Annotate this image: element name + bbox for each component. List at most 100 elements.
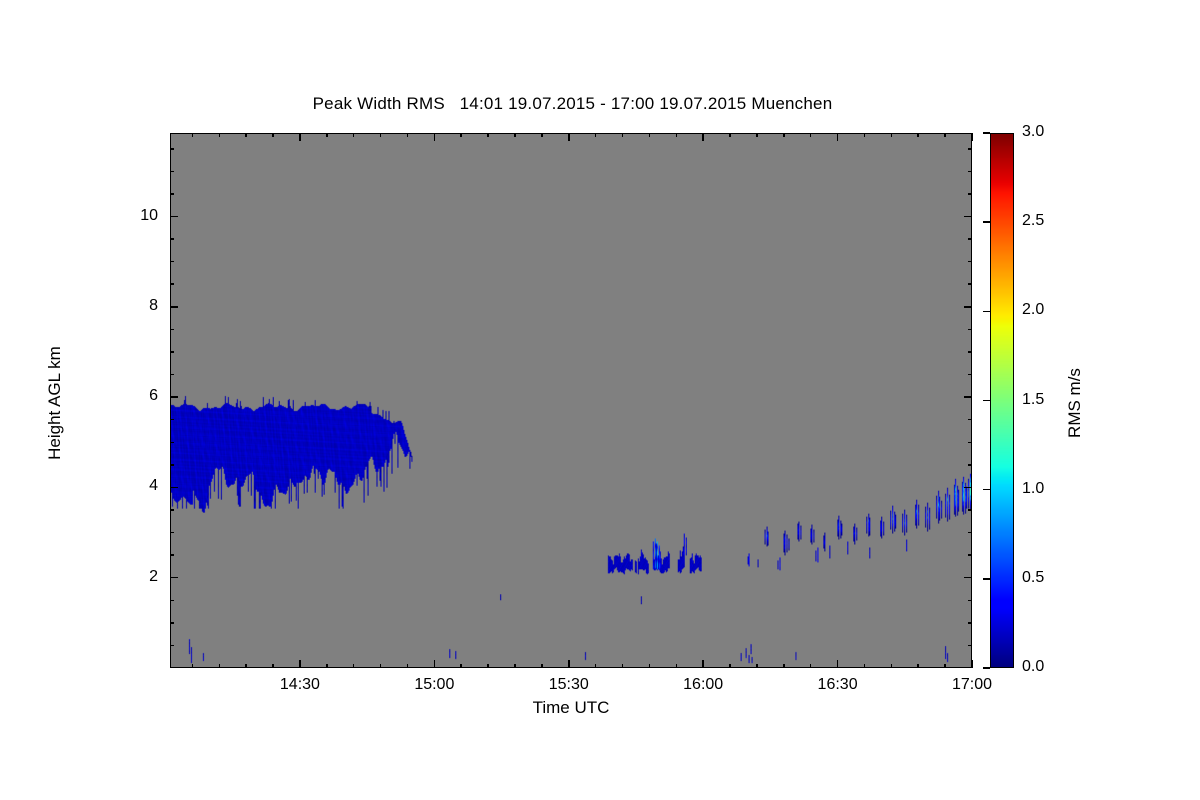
x-tick-label: 16:00 xyxy=(683,676,724,693)
x-minor-tick xyxy=(729,664,731,668)
y-minor-tick xyxy=(170,622,174,624)
x-minor-tick xyxy=(944,664,946,668)
y-major-tick-right xyxy=(964,306,972,308)
heatmap-data-layer xyxy=(171,134,971,667)
y-major-tick xyxy=(170,396,178,398)
y-major-tick-right xyxy=(964,486,972,489)
colorbar-tick-label: 0.0 xyxy=(1022,658,1045,675)
y-tick-label: 8 xyxy=(149,296,158,314)
y-tick-label: 4 xyxy=(149,477,158,495)
x-minor-tick xyxy=(218,664,221,668)
y-major-tick xyxy=(170,306,178,308)
x-major-tick-top xyxy=(702,133,704,141)
x-minor-tick-top xyxy=(326,133,328,137)
x-minor-tick xyxy=(272,664,274,668)
x-major-tick xyxy=(568,660,570,668)
x-minor-tick xyxy=(675,664,678,668)
x-minor-tick-top xyxy=(756,133,758,137)
x-major-tick xyxy=(971,660,973,668)
y-minor-tick xyxy=(170,531,174,534)
colorbar-gradient xyxy=(991,134,1013,667)
y-minor-tick xyxy=(170,238,174,240)
y-minor-tick-right xyxy=(968,418,972,421)
colorbar-major-tick xyxy=(983,399,990,402)
y-minor-tick xyxy=(170,418,174,421)
x-minor-tick-top xyxy=(406,133,409,137)
x-minor-tick-top xyxy=(541,133,543,137)
x-minor-tick-top xyxy=(809,133,812,137)
y-major-tick xyxy=(170,576,178,579)
plot-area[interactable] xyxy=(170,133,972,668)
x-minor-tick-top xyxy=(379,133,382,137)
x-minor-tick xyxy=(514,664,516,668)
x-minor-tick xyxy=(809,664,812,668)
y-minor-tick-right xyxy=(968,644,972,647)
colorbar-major-tick xyxy=(983,667,990,669)
x-minor-tick-top xyxy=(621,133,624,137)
y-minor-tick-right xyxy=(968,509,972,511)
x-tick-label: 17:00 xyxy=(951,676,993,693)
colorbar-tick-label: 1.5 xyxy=(1022,390,1045,408)
x-minor-tick xyxy=(245,664,247,668)
x-minor-tick xyxy=(406,664,409,668)
x-major-tick-top xyxy=(836,133,839,141)
x-minor-tick-top xyxy=(514,133,516,137)
x-minor-tick-top xyxy=(648,133,651,137)
y-minor-tick xyxy=(170,464,174,466)
colorbar-tick-label: 2.5 xyxy=(1022,212,1045,230)
y-major-tick-right xyxy=(964,396,972,398)
x-minor-tick xyxy=(890,664,893,668)
x-minor-tick xyxy=(379,664,382,668)
x-tick-label: 14:30 xyxy=(279,676,320,693)
y-major-tick-right xyxy=(964,576,972,579)
colorbar-major-tick xyxy=(983,310,990,313)
x-tick-label: 16:30 xyxy=(817,676,858,693)
x-minor-tick xyxy=(541,664,543,668)
x-tick-label: 15:30 xyxy=(548,676,589,693)
x-minor-tick-top xyxy=(890,133,893,137)
y-tick-label: 10 xyxy=(140,206,158,224)
x-minor-tick-top xyxy=(460,133,462,137)
colorbar-tick-label: 1.0 xyxy=(1022,479,1045,497)
y-minor-tick-right xyxy=(968,599,972,602)
x-minor-tick xyxy=(460,664,462,668)
y-minor-tick-right xyxy=(968,351,972,353)
colorbar-tick-label: 0.5 xyxy=(1022,568,1045,586)
x-minor-tick-top xyxy=(352,133,355,137)
x-major-tick xyxy=(702,660,704,668)
x-minor-tick xyxy=(352,664,355,668)
x-tick-label: 15:00 xyxy=(414,676,455,693)
colorbar-tick-label: 2.0 xyxy=(1022,301,1045,319)
x-minor-tick xyxy=(756,664,758,668)
x-minor-tick xyxy=(191,664,194,668)
x-minor-tick-top xyxy=(594,133,597,137)
x-major-tick xyxy=(433,660,436,668)
y-minor-tick xyxy=(170,373,174,376)
x-minor-tick-top xyxy=(783,133,785,137)
y-minor-tick-right xyxy=(968,531,972,534)
y-tick-label: 2 xyxy=(149,567,158,585)
x-minor-tick xyxy=(326,664,328,668)
x-major-tick xyxy=(299,660,301,668)
x-minor-tick xyxy=(863,664,866,668)
x-major-tick-top xyxy=(568,133,570,141)
colorbar-tick-label: 3.0 xyxy=(1022,123,1045,140)
y-minor-tick-right xyxy=(968,554,972,556)
y-minor-tick xyxy=(170,509,174,511)
y-minor-tick xyxy=(170,599,174,602)
x-minor-tick xyxy=(621,664,624,668)
x-minor-tick-top xyxy=(675,133,678,137)
y-minor-tick-right xyxy=(968,193,972,195)
y-minor-tick-right xyxy=(968,260,972,263)
y-minor-tick xyxy=(170,554,174,556)
x-minor-tick xyxy=(648,664,651,668)
y-minor-tick-right xyxy=(968,328,972,331)
x-major-tick-top xyxy=(433,133,436,141)
colorbar-major-tick xyxy=(983,488,990,491)
y-minor-tick xyxy=(170,148,174,150)
y-minor-tick-right xyxy=(968,622,972,624)
y-minor-tick xyxy=(170,193,174,195)
y-minor-tick xyxy=(170,644,174,647)
y-minor-tick-right xyxy=(968,441,972,443)
colorbar[interactable] xyxy=(990,133,1014,668)
